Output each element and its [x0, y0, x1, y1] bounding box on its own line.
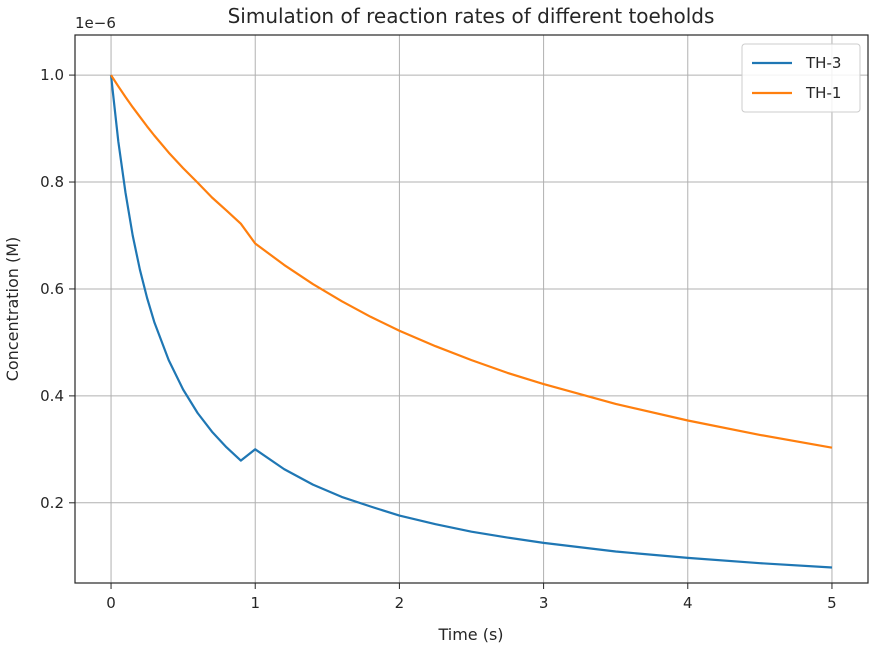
y-tick-label: 1.0: [40, 66, 64, 84]
y-axis-label: Concentration (M): [3, 237, 22, 382]
x-tick-label: 2: [395, 594, 405, 612]
grid: [75, 35, 868, 583]
legend: TH-3 TH-1: [741, 43, 861, 113]
x-axis: 0 1 2 3 4 5: [106, 583, 837, 612]
legend-label-th3: TH-3: [805, 54, 841, 72]
legend-box: [741, 43, 861, 113]
x-tick-label: 3: [539, 594, 549, 612]
y-axis: 0.2 0.4 0.6 0.8 1.0: [40, 66, 75, 512]
y-tick-label: 0.4: [40, 387, 64, 405]
x-axis-label: Time (s): [437, 625, 503, 644]
x-tick-label: 4: [683, 594, 693, 612]
y-tick-label: 0.6: [40, 280, 64, 298]
y-tick-label: 0.2: [40, 494, 64, 512]
x-tick-label: 1: [250, 594, 260, 612]
y-tick-label: 0.8: [40, 173, 64, 191]
legend-label-th1: TH-1: [805, 84, 841, 102]
offset-text: 1e−6: [75, 14, 116, 32]
chart-title: Simulation of reaction rates of differen…: [228, 4, 715, 28]
plot-lines: [109, 74, 833, 569]
plot-frame: [74, 34, 869, 584]
series-line-th-1: [110, 74, 833, 449]
x-tick-label: 0: [106, 594, 116, 612]
x-tick-label: 5: [827, 594, 837, 612]
series-line-th-3: [109, 74, 833, 569]
